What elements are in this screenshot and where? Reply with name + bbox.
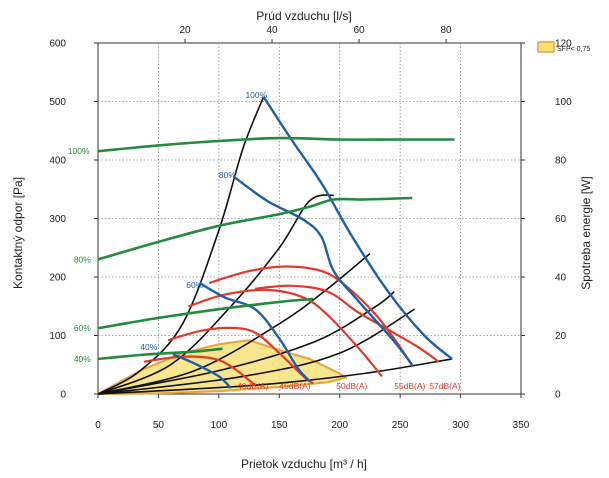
system-curve xyxy=(97,308,416,395)
x-tick-label: 200 xyxy=(331,420,348,431)
system-curve xyxy=(97,290,395,395)
noise-curve-label: 57dB(A) xyxy=(429,381,460,391)
x-tick-label: 50 xyxy=(153,420,165,431)
grid xyxy=(98,43,521,394)
x2-tick-label: 40 xyxy=(266,25,278,36)
y-axis-title: Kontaktný odpor [Pa] xyxy=(11,177,25,289)
x2-tick-label: 20 xyxy=(179,25,191,36)
power-curve-label: 60% xyxy=(74,323,91,333)
y-tick-label: 0 xyxy=(60,390,66,401)
y-tick-label: 100 xyxy=(49,331,66,342)
pressure-curve-label: 40% xyxy=(140,342,157,352)
system-curve xyxy=(97,358,453,395)
pressure-curve xyxy=(198,281,311,382)
y2-tick-label: 60 xyxy=(555,214,567,225)
system-curve xyxy=(97,96,265,395)
curve-labels: 100% 80% 60% 40% 100% 80% 60% 40% 40dB(A) 45dB(A)… xyxy=(68,90,461,391)
y2-axis-title: Spotreba energie [W] xyxy=(579,176,593,289)
legend: SFP< 0,75 xyxy=(537,41,590,53)
pressure-curve xyxy=(262,96,453,360)
y2-tick-label: 0 xyxy=(555,390,561,401)
pressure-curves xyxy=(172,96,453,389)
noise-curve xyxy=(143,355,256,387)
pressure-curve xyxy=(232,175,414,366)
x-tick-label: 350 xyxy=(513,420,530,431)
y2-tick-label: 120 xyxy=(555,39,572,50)
power-curves xyxy=(97,136,455,361)
y2-tick-label: 100 xyxy=(555,97,572,108)
pressure-curve-label: 100% xyxy=(245,90,267,100)
x-tick-label: 300 xyxy=(452,420,469,431)
pressure-curve-label: 80% xyxy=(219,170,236,180)
noise-curve xyxy=(255,284,440,363)
x-axis-title: Prietok vzduchu [m³ / h] xyxy=(241,457,367,471)
power-curve xyxy=(97,347,223,361)
power-curve xyxy=(97,297,314,330)
power-curve-label: 40% xyxy=(74,354,91,364)
pressure-curve-label: 60% xyxy=(186,280,203,290)
x2-tick-label: 60 xyxy=(353,25,365,36)
axis-ticks: 0 50 100 150 200 250 300 3500100200300400500600… xyxy=(49,25,572,431)
y2-tick-label: 20 xyxy=(555,331,567,342)
power-curve-label: 100% xyxy=(68,146,90,156)
y2-tick-label: 80 xyxy=(555,156,567,167)
pressure-curve xyxy=(172,353,232,389)
legend-label: SFP< 0,75 xyxy=(557,46,590,53)
y-tick-label: 200 xyxy=(49,273,66,284)
system-curves xyxy=(97,96,453,395)
noise-curve-label: 50dB(A) xyxy=(336,381,367,391)
y2-tick-label: 40 xyxy=(555,273,567,284)
noise-curve xyxy=(188,288,383,378)
y-tick-label: 400 xyxy=(49,156,66,167)
x-tick-label: 100 xyxy=(211,420,228,431)
legend-swatch xyxy=(537,41,555,53)
x-tick-label: 250 xyxy=(392,420,409,431)
x2-axis-title: Prúd vzduchu [l/s] xyxy=(256,9,351,23)
x-tick-label: 0 xyxy=(95,420,101,431)
power-curve xyxy=(97,196,413,261)
noise-curve-label: 55dB(A) xyxy=(394,381,425,391)
y-tick-label: 600 xyxy=(49,39,66,50)
y-tick-label: 300 xyxy=(49,214,66,225)
noise-curve-label: 40dB(A) xyxy=(237,381,268,391)
noise-curve-label: 45dB(A) xyxy=(279,381,310,391)
system-curve xyxy=(97,194,334,395)
x-tick-label: 150 xyxy=(271,420,288,431)
x2-tick-label: 80 xyxy=(441,25,453,36)
y-tick-label: 500 xyxy=(49,97,66,108)
power-curve xyxy=(97,136,455,153)
power-curve-label: 80% xyxy=(74,254,91,264)
